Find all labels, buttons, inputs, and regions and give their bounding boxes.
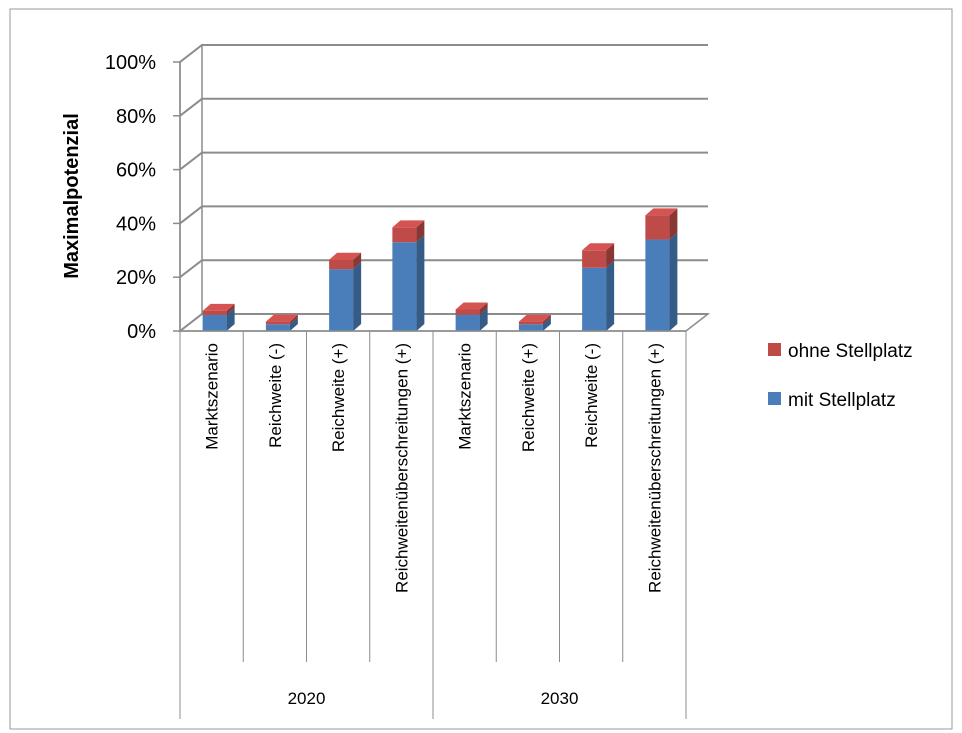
chart-border xyxy=(9,8,953,730)
x-group-label: 2030 xyxy=(541,689,579,708)
bar-front-mit-stellplatz xyxy=(265,324,290,331)
bar-side-mit-stellplatz xyxy=(669,232,678,331)
bar-side-ohne-stellplatz xyxy=(606,243,615,268)
legend-swatch-mit-stellplatz xyxy=(768,392,781,405)
bar-top-ohne-stellplatz xyxy=(329,252,362,260)
bar-top-ohne-stellplatz xyxy=(202,303,235,311)
x-tick-label: Marktszenario xyxy=(203,343,222,450)
bars xyxy=(202,208,678,331)
bar-top-ohne-stellplatz xyxy=(645,208,678,216)
gridlines xyxy=(173,44,708,332)
bar-side-mit-stellplatz xyxy=(606,260,615,331)
bar-side-ohne-stellplatz xyxy=(353,252,362,270)
gridline xyxy=(179,259,708,278)
x-tick-label: Reichweite (+) xyxy=(519,343,538,452)
bar-side-mit-stellplatz xyxy=(542,317,551,331)
bar-top-ohne-stellplatz xyxy=(518,314,551,322)
bar-front-ohne-stellplatz xyxy=(392,227,417,243)
y-tick-label: 80% xyxy=(116,106,156,128)
gridline xyxy=(179,151,708,171)
bar-top-ohne-stellplatz xyxy=(392,220,425,228)
bar-side-ohne-stellplatz xyxy=(479,302,488,315)
legend-item-ohne-stellplatz: ohne Stellplatz xyxy=(768,341,913,362)
bar-front-mit-stellplatz xyxy=(518,324,543,331)
legend-swatch-ohne-stellplatz xyxy=(768,343,781,356)
y-axis-label: Maximalpotenzial xyxy=(61,113,83,279)
gridline xyxy=(179,97,708,117)
bar-front-mit-stellplatz xyxy=(455,314,480,331)
bar-top-ohne-stellplatz xyxy=(455,302,488,310)
bar-front-ohne-stellplatz xyxy=(582,250,607,268)
legend-label-ohne-stellplatz: ohne Stellplatz xyxy=(788,341,913,362)
bar-front-mit-stellplatz xyxy=(645,239,670,331)
bar-side-mit-stellplatz xyxy=(479,307,488,331)
bar-side-ohne-stellplatz xyxy=(289,314,298,325)
bar-side-ohne-stellplatz xyxy=(416,220,425,243)
bar-side-mit-stellplatz xyxy=(353,262,362,331)
bar-front-ohne-stellplatz xyxy=(455,309,480,315)
bar-top-ohne-stellplatz xyxy=(582,243,615,251)
y-tick-label: 100% xyxy=(105,52,156,74)
bar-front-mit-stellplatz xyxy=(202,314,227,331)
y-tick-label: 20% xyxy=(116,267,156,289)
axis-table: Marktszenario Reichweite (-) Reichweite (+… xyxy=(179,330,687,719)
bar-front-ohne-stellplatz xyxy=(329,259,354,270)
legend-label-mit-stellplatz: mit Stellplatz xyxy=(788,390,896,411)
bar-front-mit-stellplatz xyxy=(329,269,354,331)
legend: ohne Stellplatz mit Stellplatz xyxy=(768,341,913,411)
x-tick-label: Marktszenario xyxy=(456,343,475,450)
x-tick-label: Reichweitenüberschreitungen (+) xyxy=(645,343,664,593)
bar-front-ohne-stellplatz xyxy=(265,321,290,325)
y-tick-label: 60% xyxy=(116,160,156,182)
y-tick-label: 0% xyxy=(127,321,156,343)
bar-top-ohne-stellplatz xyxy=(265,314,298,322)
x-tick-label: Reichweite (+) xyxy=(329,343,348,452)
x-tick-label: Reichweite (-) xyxy=(266,343,285,448)
y-tick-labels: 0% 20% 40% 60% 80% 100% xyxy=(105,52,156,343)
bar-front-mit-stellplatz xyxy=(582,267,607,331)
bar-front-ohne-stellplatz xyxy=(518,321,543,325)
bar-side-ohne-stellplatz xyxy=(542,314,551,325)
bar-side-mit-stellplatz xyxy=(226,307,235,331)
gridline xyxy=(179,44,708,63)
bar-side-mit-stellplatz xyxy=(289,317,298,331)
x-tick-label: Reichweite (-) xyxy=(582,343,601,448)
x-group-label: 2020 xyxy=(288,689,326,708)
bar-side-ohne-stellplatz xyxy=(226,303,235,315)
legend-item-mit-stellplatz: mit Stellplatz xyxy=(768,390,896,411)
x-tick-label: Reichweitenüberschreitungen (+) xyxy=(392,343,411,593)
bar-front-ohne-stellplatz xyxy=(645,215,670,240)
bar-front-mit-stellplatz xyxy=(392,242,417,331)
gridline xyxy=(179,313,708,332)
y-tick-label: 40% xyxy=(116,213,156,235)
gridline xyxy=(179,205,708,225)
bar-side-ohne-stellplatz xyxy=(669,208,678,240)
bar-front-ohne-stellplatz xyxy=(202,310,227,315)
bar-side-mit-stellplatz xyxy=(416,235,425,331)
